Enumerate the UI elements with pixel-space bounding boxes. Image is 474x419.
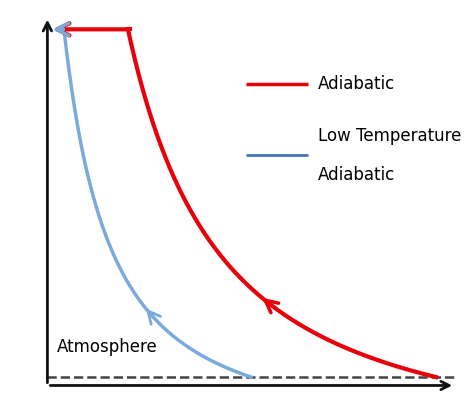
Text: Adiabatic: Adiabatic: [318, 166, 395, 184]
Text: Low Temperature: Low Temperature: [318, 127, 461, 145]
Text: Atmosphere: Atmosphere: [57, 338, 158, 356]
Text: Adiabatic: Adiabatic: [318, 75, 395, 93]
